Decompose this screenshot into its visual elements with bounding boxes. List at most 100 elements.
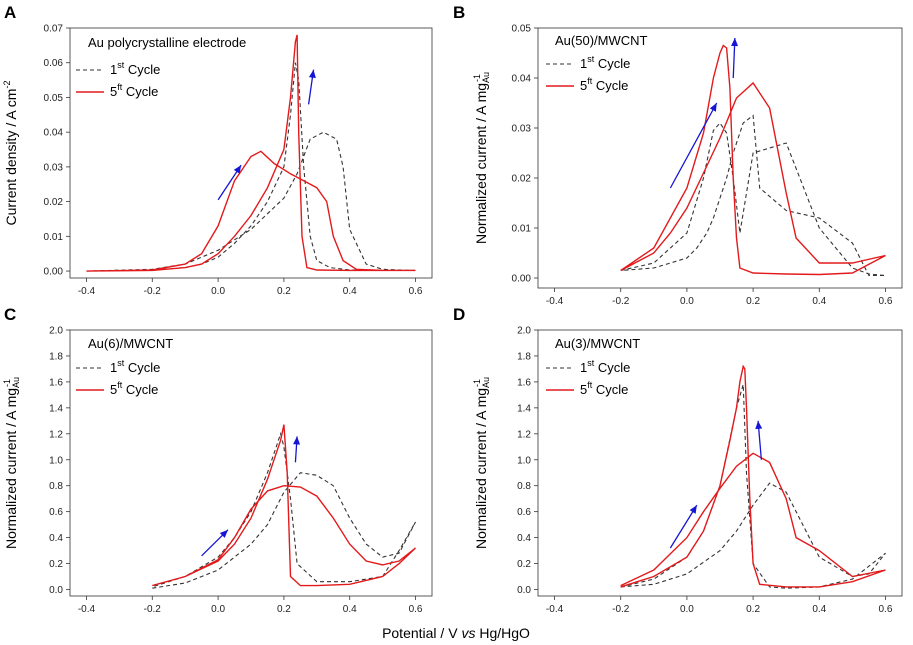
scan-direction-arrowhead [219, 529, 228, 538]
y-tick-label: 0.2 [517, 559, 531, 570]
x-tick-label: 0.4 [812, 604, 826, 615]
series-line-1st-cycle [620, 384, 886, 589]
x-tick-label: 0.6 [879, 296, 893, 307]
x-tick-label: -0.2 [612, 296, 630, 307]
scan-direction-arrowhead [731, 38, 739, 47]
x-tick-label: -0.4 [78, 604, 96, 615]
y-axis-label: Current density / A cm-2 [2, 81, 19, 226]
y-tick-label: 0.03 [44, 162, 64, 173]
y-tick-label: 0.6 [49, 507, 63, 518]
x-tick-label: 0.6 [879, 604, 893, 615]
legend-label-1: 1st Cycle [580, 358, 630, 375]
x-tick-label: 0.4 [812, 296, 826, 307]
y-tick-label: 1.8 [517, 351, 531, 362]
y-tick-label: 1.6 [49, 377, 63, 388]
y-tick-label: 0.05 [44, 93, 64, 104]
scan-direction-arrowhead [233, 165, 242, 174]
panel-letter-d: D [453, 305, 465, 324]
plot-frame [537, 329, 903, 597]
panel-title: Au(50)/MWCNT [555, 33, 648, 48]
y-tick-label: 0.02 [44, 197, 64, 208]
x-tick-label: 0.0 [211, 604, 225, 615]
y-tick-label: 0.07 [44, 24, 64, 35]
x-tick-label: 0.2 [277, 286, 291, 297]
x-tick-label: 0.2 [746, 604, 760, 615]
y-tick-label: 0.04 [512, 74, 532, 85]
panel-b: B -0.4 -0.2 0.0 0.2 0.4 0.6 0.00 0.01 0.02 0.03 0.0… [453, 3, 903, 307]
y-tick-label: 0.8 [517, 481, 531, 492]
y-tick-label: 0.06 [44, 58, 64, 69]
series-line-1st-cycle [152, 431, 416, 589]
y-tick-label: 0.4 [49, 533, 63, 544]
y-tick-label: 1.2 [517, 429, 531, 440]
y-tick-label: 0.00 [512, 274, 532, 285]
legend-label-2: 5ft Cycle [110, 82, 158, 99]
series-line-5th-cycle [152, 424, 416, 587]
scan-direction-arrow [669, 504, 698, 549]
legend-label-1: 1st Cycle [110, 358, 160, 375]
x-tick-label: -0.2 [144, 286, 162, 297]
panel-letter-b: B [453, 3, 465, 22]
x-tick-label: 0.2 [746, 296, 760, 307]
scan-direction-arrow [669, 102, 718, 189]
x-tick-label: -0.4 [78, 286, 96, 297]
y-tick-label: 1.4 [517, 403, 531, 414]
panel-title: Au polycrystalline electrode [88, 35, 246, 50]
scan-direction-arrowhead [293, 436, 301, 445]
plot-frame [537, 27, 903, 289]
panel-d: D -0.4 -0.2 0.0 0.2 0.4 0.6 0.0 0.2 0.4 0.6 0.8 1.0 1… [453, 305, 903, 615]
y-tick-label: 1.0 [49, 455, 63, 466]
series-line-5th-cycle [86, 34, 416, 272]
x-tick-label: 0.2 [277, 604, 291, 615]
y-tick-label: 0.02 [512, 174, 532, 185]
series-line-5th-cycle [620, 364, 886, 588]
legend-label-2: 5ft Cycle [580, 76, 628, 93]
panel-title: Au(3)/MWCNT [555, 336, 640, 351]
scan-direction-arrowhead [308, 69, 316, 79]
y-tick-label: 0.2 [49, 559, 63, 570]
panel-title: Au(6)/MWCNT [88, 336, 173, 351]
plot-frame [69, 27, 433, 279]
series-line-5th-cycle [620, 44, 886, 276]
y-tick-label: 0.8 [49, 481, 63, 492]
x-tick-label: -0.2 [144, 604, 162, 615]
series-line-1st-cycle [620, 114, 886, 277]
shared-x-axis-label: Potential / V vs Hg/HgO [382, 625, 530, 641]
x-tick-label: 0.4 [343, 604, 357, 615]
x-tick-label: -0.2 [612, 604, 630, 615]
y-axis-label: Normalized current / A mgAu-1 [472, 72, 491, 244]
y-tick-label: 1.2 [49, 429, 63, 440]
y-tick-label: 1.6 [517, 377, 531, 388]
y-tick-label: 0.0 [49, 585, 63, 596]
y-tick-label: 1.8 [49, 351, 63, 362]
legend-label-2: 5ft Cycle [580, 380, 628, 397]
x-tick-label: 0.0 [680, 296, 694, 307]
y-tick-label: 0.04 [44, 128, 64, 139]
scan-direction-arrowhead [709, 103, 717, 112]
plot-frame [69, 329, 433, 597]
scan-direction-arrowhead [755, 420, 763, 430]
y-tick-label: 1.4 [49, 403, 63, 414]
x-tick-label: 0.4 [343, 286, 357, 297]
legend-label-1: 1st Cycle [110, 60, 160, 77]
x-tick-label: 0.0 [680, 604, 694, 615]
y-axis-label: Normalized current / A mgAu-1 [2, 377, 21, 549]
x-tick-label: 0.0 [211, 286, 225, 297]
panel-a: A -0.4 -0.2 0.0 0.2 0.4 0.6 0.00 0.01 0.02 0.03 0.0… [2, 3, 433, 297]
x-tick-label: 0.6 [409, 604, 423, 615]
y-axis-label: Normalized current / A mgAu-1 [472, 377, 491, 549]
panel-letter-a: A [4, 3, 16, 22]
x-tick-label: 0.6 [409, 286, 423, 297]
y-tick-label: 0.6 [517, 507, 531, 518]
y-tick-label: 0.01 [512, 224, 532, 235]
y-tick-label: 0.4 [517, 533, 531, 544]
x-tick-label: -0.4 [546, 296, 564, 307]
y-tick-label: 1.0 [517, 455, 531, 466]
legend-label-2: 5ft Cycle [110, 380, 158, 397]
y-tick-label: 0.03 [512, 124, 532, 135]
panel-c: C -0.4 -0.2 0.0 0.2 0.4 0.6 0.0 0.2 0.4 0.6 0.8 1.0 1… [2, 305, 433, 615]
y-tick-label: 2.0 [517, 326, 531, 337]
x-tick-label: -0.4 [546, 604, 564, 615]
panel-letter-c: C [4, 305, 16, 324]
